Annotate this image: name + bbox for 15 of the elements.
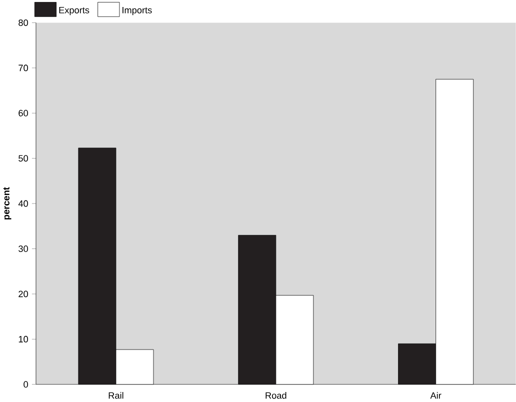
y-tick-label: 30 bbox=[18, 245, 28, 252]
y-tick-label: 60 bbox=[18, 110, 28, 116]
y-tick-label: 40 bbox=[18, 200, 28, 207]
y-tick-label: 50 bbox=[18, 155, 28, 162]
y-axis-title: percent bbox=[3, 187, 12, 220]
x-tick-label: Road bbox=[266, 392, 286, 399]
legend-label: Imports bbox=[122, 6, 152, 16]
x-tick-label: Air bbox=[430, 392, 442, 399]
y-tick-label: 10 bbox=[18, 336, 28, 342]
x-tick-label: Rail bbox=[108, 392, 124, 399]
y-tick-label: 20 bbox=[18, 290, 28, 298]
legend-label: Exports bbox=[59, 6, 90, 16]
y-tick-label: 70 bbox=[18, 64, 28, 72]
y-tick-label: 0 bbox=[24, 381, 28, 388]
y-tick-label: 80 bbox=[18, 19, 28, 26]
